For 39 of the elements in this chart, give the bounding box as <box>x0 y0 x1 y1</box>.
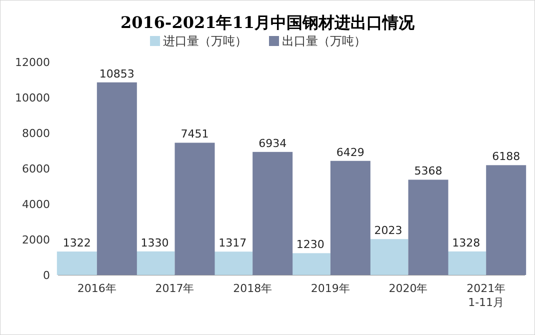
x-tick-label: 2018年 <box>233 282 272 295</box>
data-label: 10853 <box>99 67 134 80</box>
y-tick-label: 2000 <box>22 234 50 246</box>
bar <box>96 82 137 275</box>
bar <box>408 180 448 275</box>
bar <box>134 251 175 275</box>
data-label: 1322 <box>62 236 91 250</box>
data-label: 1328 <box>452 236 480 250</box>
y-tick-label: 12000 <box>15 56 50 69</box>
y-tick-label: 0 <box>43 269 50 282</box>
bar <box>212 252 253 275</box>
bar <box>368 239 408 275</box>
legend-label: 出口量（万吨） <box>282 34 366 48</box>
x-tick-label: 2017年 <box>155 282 194 295</box>
data-label: 6188 <box>492 150 520 164</box>
y-tick-label: 10000 <box>15 92 50 104</box>
legend-label: 进口量（万吨） <box>163 34 247 48</box>
y-tick-label: 4000 <box>22 198 50 211</box>
bar <box>486 165 526 275</box>
data-label: 6934 <box>258 136 287 150</box>
data-label: 5368 <box>414 164 442 178</box>
bar <box>252 152 293 275</box>
data-label: 6429 <box>336 146 364 159</box>
x-tick-label: 2020年 <box>388 282 428 295</box>
bar <box>174 142 215 275</box>
data-label: 1230 <box>296 238 324 252</box>
data-label: 1317 <box>218 236 247 250</box>
bar <box>330 160 370 275</box>
x-tick-label: 2016年 <box>77 282 116 295</box>
y-tick-label: 6000 <box>22 162 50 176</box>
data-label: 2023 <box>374 224 402 238</box>
data-label: 7451 <box>180 128 209 141</box>
x-tick-label: 2021年1-11月 <box>466 282 506 309</box>
data-label: 1330 <box>140 236 169 250</box>
bar <box>56 252 97 275</box>
chart-title: 2016-2021年11月中国钢材进出口情况 <box>120 13 416 32</box>
y-tick-label: 8000 <box>22 127 50 140</box>
x-tick-label: 2019年 <box>310 282 350 295</box>
bar <box>446 251 486 275</box>
